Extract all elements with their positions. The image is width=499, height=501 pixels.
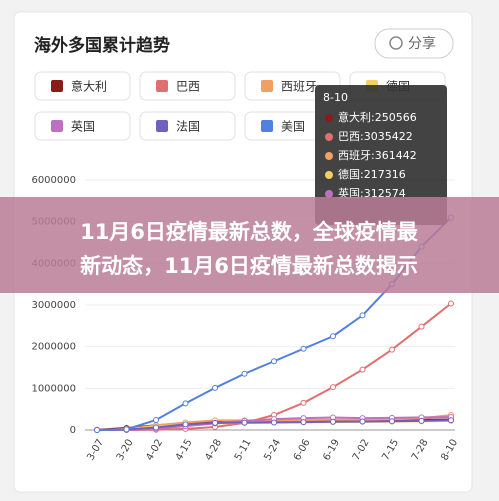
data-point (271, 358, 277, 365)
tooltip-item: 意大利:250566 (338, 110, 417, 124)
share-button[interactable] (374, 28, 454, 59)
tooltip-item: 西班牙:361442 (338, 149, 417, 162)
tooltip (315, 85, 447, 225)
data-point (418, 323, 425, 330)
legend-item[interactable] (34, 111, 131, 141)
banner-text: 11月6日疫情最新总数，全球疫情最 (80, 220, 419, 244)
tooltip-item: 德国:217316 (338, 167, 406, 181)
data-point (448, 417, 454, 424)
legend-swatch (261, 120, 273, 132)
share-label[interactable]: 分享 (408, 35, 436, 52)
data-point (300, 345, 307, 352)
data-point (94, 427, 100, 433)
share-icon (389, 36, 403, 50)
data-point (359, 366, 366, 373)
banner-text: 新动态，11月6日疫情最新总数揭示 (80, 254, 418, 278)
tooltip-item: 英国:312574 (338, 186, 406, 200)
tooltip-dot (325, 133, 333, 141)
legend-label: 巴西 (176, 80, 200, 94)
data-point (359, 312, 366, 319)
y-tick-label: 6000000 (31, 175, 76, 186)
y-tick-label: 1000000 (31, 383, 76, 394)
data-point (300, 399, 307, 406)
legend-swatch (51, 80, 63, 92)
legend-label: 英国 (71, 120, 95, 134)
data-point (389, 346, 395, 353)
data-point (153, 417, 159, 423)
legend-swatch (156, 80, 168, 92)
data-point (212, 419, 218, 426)
data-point (330, 418, 336, 425)
legend-item[interactable] (139, 71, 236, 101)
data-point (330, 333, 336, 340)
data-point (182, 400, 189, 407)
data-point (300, 419, 307, 426)
banner (0, 197, 499, 293)
data-point (212, 384, 218, 391)
legend-label: 法国 (176, 120, 200, 134)
y-tick-label: 3000000 (31, 300, 76, 311)
tooltip-dot (325, 190, 333, 198)
legend-label: 西班牙 (281, 80, 317, 94)
y-tick-label: 2000000 (31, 342, 76, 353)
data-point (271, 419, 277, 426)
data-point (241, 370, 248, 377)
legend-label: 美国 (281, 120, 305, 134)
tooltip-dot (325, 114, 333, 122)
legend-swatch (51, 120, 63, 132)
data-point (448, 300, 454, 307)
data-point (330, 384, 336, 391)
tooltip-dot (325, 152, 333, 160)
data-point (182, 421, 189, 428)
tooltip-dot (325, 171, 333, 179)
legend-label: 意大利 (71, 79, 107, 94)
data-point (123, 426, 130, 433)
legend-item[interactable] (34, 71, 131, 101)
data-point (389, 418, 395, 425)
legend-item[interactable] (139, 111, 236, 141)
data-point (418, 417, 425, 424)
data-point (241, 419, 248, 426)
data-point (153, 424, 159, 431)
chart-title: 海外多国累计趋势 (34, 35, 170, 56)
tooltip-title: 8-10 (323, 91, 348, 104)
tooltip-item: 巴西:3035422 (338, 130, 413, 143)
legend-swatch (156, 120, 168, 132)
legend-swatch (261, 80, 273, 92)
y-tick-label: 0 (70, 425, 76, 436)
data-point (359, 418, 366, 425)
